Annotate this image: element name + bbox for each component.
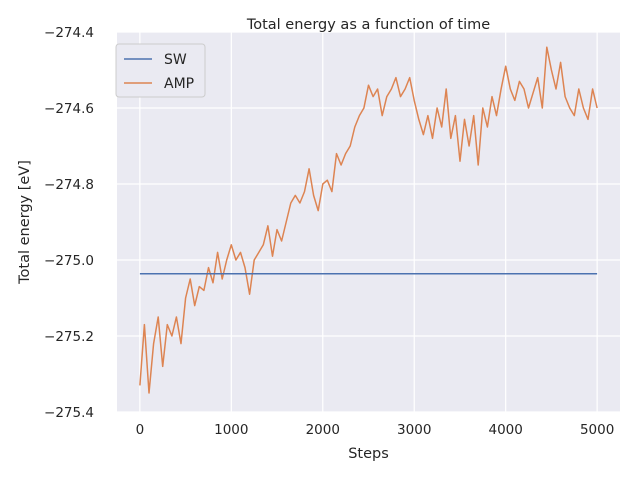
x-tick-label: 5000	[580, 422, 614, 438]
x-tick-label: 0	[136, 422, 145, 438]
y-tick-labels: −275.4 −275.2 −275.0 −274.8 −274.6 −274.4	[44, 25, 94, 421]
series-layer	[139, 46, 598, 394]
x-tick-label: 2000	[306, 422, 340, 438]
legend: SW AMP	[115, 43, 206, 98]
y-tick-label: −275.2	[44, 329, 94, 345]
x-tick-label: 4000	[489, 422, 523, 438]
x-tick-label: 3000	[397, 422, 431, 438]
x-tick-label: 1000	[214, 422, 248, 438]
y-tick-label: −274.6	[44, 101, 94, 117]
y-tick-label: −275.0	[44, 253, 94, 269]
chart-title: Total energy as a function of time	[246, 17, 490, 33]
y-tick-label: −274.4	[44, 25, 94, 41]
x-tick-labels: 0 1000 2000 3000 4000 5000	[136, 422, 615, 438]
y-axis-label: Total energy [eV]	[17, 160, 33, 285]
x-axis-label: Steps	[348, 446, 389, 462]
grid	[117, 31, 620, 413]
legend-label-amp: AMP	[164, 76, 194, 92]
y-tick-label: −275.4	[44, 405, 94, 421]
y-tick-label: −274.8	[44, 177, 94, 193]
legend-label-sw: SW	[164, 52, 187, 68]
series-line-amp	[139, 46, 598, 394]
